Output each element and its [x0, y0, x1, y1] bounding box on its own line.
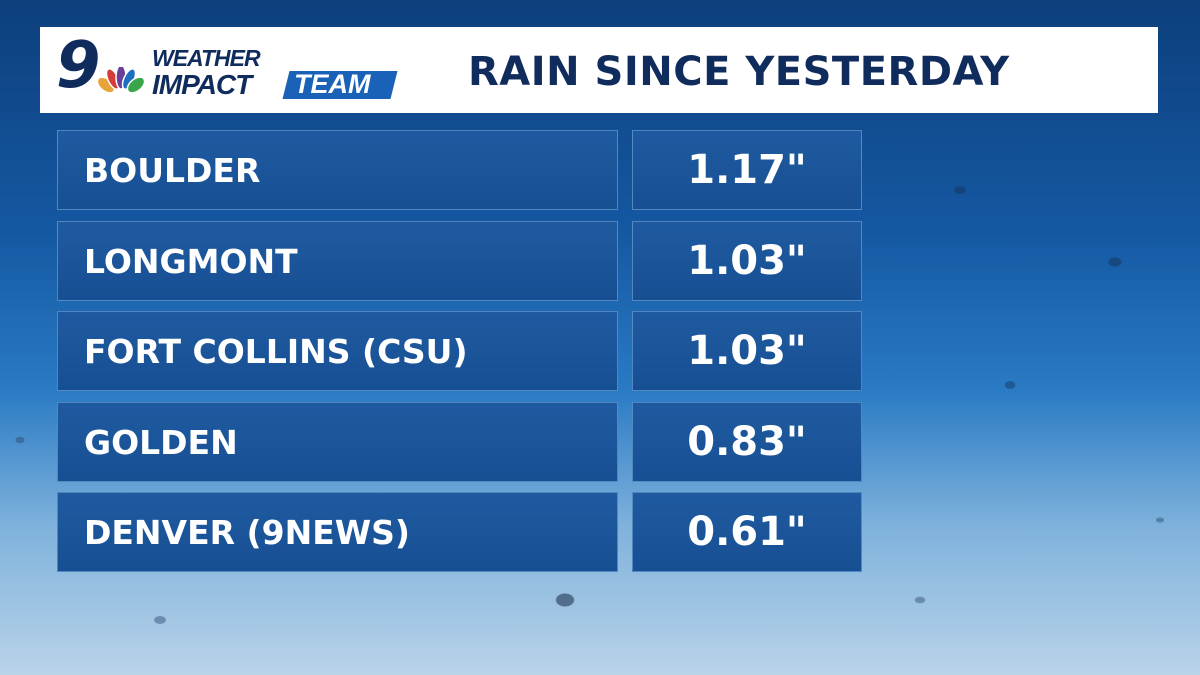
location-cell: BOULDER: [57, 130, 618, 210]
peacock-icon: [98, 67, 144, 94]
rain-total-cell: 0.83": [632, 402, 862, 482]
location-cell: DENVER (9NEWS): [57, 492, 618, 572]
logo-text: IMPACT: [152, 69, 252, 100]
location-cell: FORT COLLINS (CSU): [57, 311, 618, 391]
logo-text: WEATHER: [152, 45, 261, 71]
logo-badge-text: TEAM: [294, 69, 371, 99]
rain-total-cell: 1.17": [632, 130, 862, 210]
rain-total-cell: 0.61": [632, 492, 862, 572]
rain-total-cell: 1.03": [632, 221, 862, 301]
location-cell: LONGMONT: [57, 221, 618, 301]
logo-number: 9: [56, 29, 100, 103]
rain-total-cell: 1.03": [632, 311, 862, 391]
header-bar: 9 WEATHER IMPACT TEAM RAIN SINCE YESTERD…: [40, 27, 1158, 113]
title: RAIN SINCE YESTERDAY: [468, 49, 1010, 95]
location-cell: GOLDEN: [57, 402, 618, 482]
